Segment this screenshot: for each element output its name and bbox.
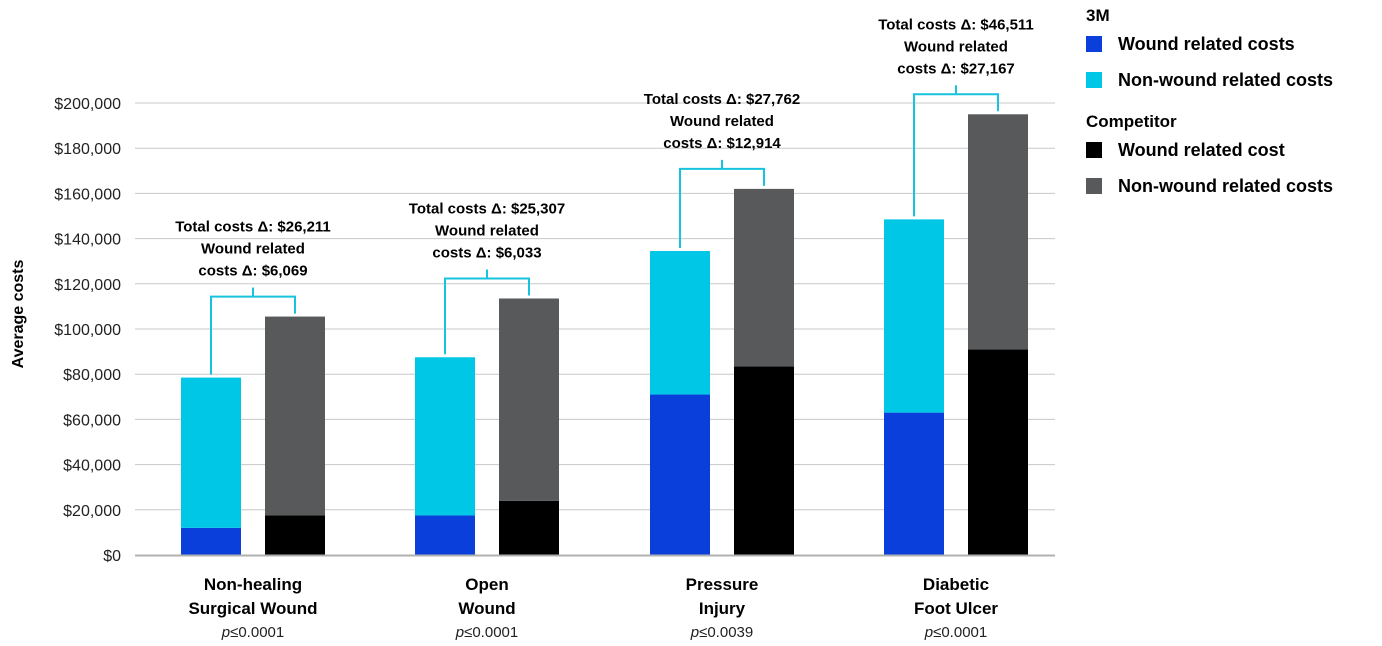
legend-group-title: Competitor <box>1086 112 1177 131</box>
legend-swatch <box>1086 72 1102 88</box>
annotation-text: Total costs Δ: $46,511 <box>878 16 1034 33</box>
legend-label: Non-wound related costs <box>1118 70 1334 90</box>
bar-segment <box>265 316 325 516</box>
annotation-text: costs Δ: $6,069 <box>198 263 307 280</box>
x-axis: Non-healing Surgical Wound p≤0.0001 Open Wou… <box>135 554 1055 641</box>
p-value-label: p≤0.0001 <box>924 624 987 641</box>
y-tick-label: $100,000 <box>54 322 121 339</box>
bar-segment <box>415 515 475 555</box>
bar-segment <box>415 357 475 516</box>
y-axis-label: Average costs <box>10 260 27 369</box>
legend-label: Non-wound related costs <box>1118 176 1334 196</box>
x-category-label: Wound <box>458 599 515 618</box>
legend-item: Non-wound related costs <box>1086 70 1376 90</box>
y-tick-label: $40,000 <box>63 458 121 475</box>
bar-segment <box>734 188 794 367</box>
annotation-text: Wound related <box>201 241 305 258</box>
legend-label: Wound related costs <box>1118 34 1295 54</box>
y-axis: $0 $20,000 $40,000 $60,000 $80,000 $100,000 $1… <box>54 96 121 565</box>
bar-segment <box>884 412 944 555</box>
annotation-text: Total costs Δ: $27,762 <box>644 91 800 108</box>
legend-swatch <box>1086 142 1102 158</box>
y-tick-label: $200,000 <box>54 96 121 113</box>
p-value-label: p≤0.0001 <box>455 624 518 641</box>
annotation-text: costs Δ: $27,167 <box>897 60 1015 77</box>
x-category-label: Pressure <box>686 575 759 594</box>
x-category-label: Foot Ulcer <box>914 599 998 618</box>
legend-group-competitor: Competitor Wound related cost Non-wound … <box>1086 112 1376 196</box>
bar-segment <box>968 349 1028 555</box>
legend-item: Non-wound related costs <box>1086 176 1376 196</box>
y-tick-label: $140,000 <box>54 232 121 249</box>
p-value-label: p≤0.0039 <box>690 624 753 641</box>
bar-segment <box>734 366 794 555</box>
legend-swatch <box>1086 36 1102 52</box>
x-category-label: Non-healing <box>204 575 302 594</box>
x-category-label: Open <box>465 575 508 594</box>
y-tick-label: $160,000 <box>54 186 121 203</box>
legend-swatch <box>1086 178 1102 194</box>
bar-segment <box>968 114 1028 350</box>
annotation-text: Total costs Δ: $26,211 <box>175 219 331 236</box>
y-tick-label: $0 <box>103 548 121 565</box>
bar-segment <box>265 515 325 555</box>
annotation-text: Wound related <box>670 113 774 130</box>
legend-item: Wound related costs <box>1086 34 1376 54</box>
bar-segment <box>181 527 241 555</box>
x-category-label: Diabetic <box>923 575 989 594</box>
difference-annotations: Total costs Δ: $26,211 Wound related costs… <box>175 16 1034 375</box>
annotation-text: Total costs Δ: $25,307 <box>409 200 565 217</box>
y-tick-label: $20,000 <box>63 503 121 520</box>
annotation-text: costs Δ: $6,033 <box>432 244 541 261</box>
bar-segment <box>499 500 559 555</box>
annotation-text: Wound related <box>435 222 539 239</box>
y-tick-label: $180,000 <box>54 141 121 158</box>
legend-label: Wound related cost <box>1118 140 1285 160</box>
y-tick-label: $80,000 <box>63 367 121 384</box>
bar-segment <box>650 251 710 395</box>
annotation-text: Wound related <box>904 38 1008 55</box>
x-category-label: Injury <box>699 599 746 618</box>
legend-group-3m: 3M Wound related costs Non-wound related… <box>1086 6 1376 90</box>
y-tick-label: $120,000 <box>54 277 121 294</box>
x-category-label: Surgical Wound <box>188 599 317 618</box>
legend-group-title: 3M <box>1086 6 1110 25</box>
bar-segment <box>499 298 559 501</box>
y-tick-label: $60,000 <box>63 412 121 429</box>
legend: 3M Wound related costs Non-wound related… <box>1086 6 1376 218</box>
bar-segment <box>650 394 710 555</box>
legend-item: Wound related cost <box>1086 140 1376 160</box>
p-value-label: p≤0.0001 <box>221 624 284 641</box>
bar-segment <box>884 219 944 413</box>
bars <box>181 114 1028 555</box>
bar-segment <box>181 377 241 528</box>
annotation-text: costs Δ: $12,914 <box>663 135 781 152</box>
